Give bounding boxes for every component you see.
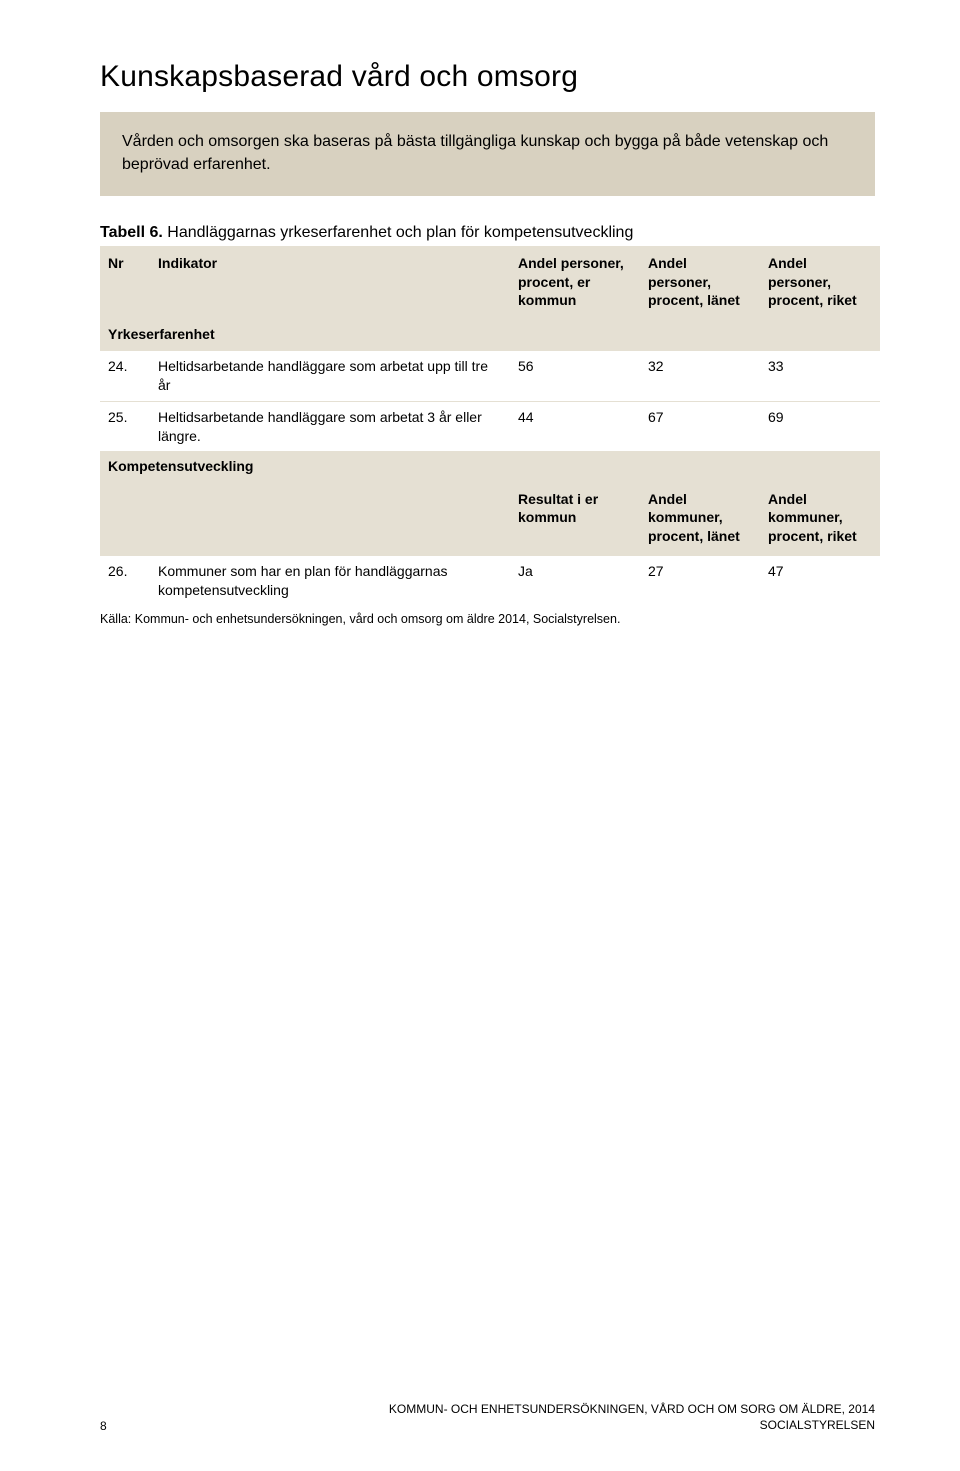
section-row-kompetensutveckling: Kompetensutveckling: [100, 451, 880, 482]
table-caption-label: Tabell 6.: [100, 224, 163, 241]
page-title: Kunskapsbaserad vård och omsorg: [100, 60, 875, 94]
cell-value: 32: [640, 350, 760, 401]
section-row-yrkeserfarenhet: Yrkeserfarenhet: [100, 319, 880, 350]
cell-value: Ja: [510, 555, 640, 605]
subhead-riket: Andel kommuner, procent, riket: [760, 482, 880, 555]
cell-nr: 26.: [100, 555, 150, 605]
footer-line2: SOCIALSTYRELSEN: [389, 1417, 875, 1433]
table-row: 25. Heltidsarbetande handläggare som arb…: [100, 401, 880, 451]
table-caption-text: Handläggarnas yrkeserfarenhet och plan f…: [167, 224, 633, 241]
cell-indikator: Kommuner som har en plan för handläggarn…: [150, 555, 510, 605]
cell-indikator: Heltidsarbetande handläggare som arbetat…: [150, 401, 510, 451]
col-header-riket: Andel personer, procent, riket: [760, 246, 880, 319]
cell-value: 33: [760, 350, 880, 401]
table-row: 26. Kommuner som har en plan för handläg…: [100, 555, 880, 605]
subhead-blank: [100, 482, 150, 555]
cell-value: 67: [640, 401, 760, 451]
cell-value: 44: [510, 401, 640, 451]
col-header-kommun: Andel personer, procent, er kommun: [510, 246, 640, 319]
callout-box: Vården och omsorgen ska baseras på bästa…: [100, 112, 875, 196]
cell-value: 56: [510, 350, 640, 401]
cell-nr: 24.: [100, 350, 150, 401]
sub-header-row: Resultat i er kommun Andel kommuner, pro…: [100, 482, 880, 555]
table-header-row: Nr Indikator Andel personer, procent, er…: [100, 246, 880, 319]
cell-value: 47: [760, 555, 880, 605]
cell-indikator: Heltidsarbetande handläggare som arbetat…: [150, 350, 510, 401]
cell-value: 69: [760, 401, 880, 451]
page-number: 8: [100, 1419, 107, 1433]
section-label: Yrkeserfarenhet: [100, 319, 880, 350]
col-header-nr: Nr: [100, 246, 150, 319]
section-label: Kompetensutveckling: [100, 451, 880, 482]
data-table: Nr Indikator Andel personer, procent, er…: [100, 246, 880, 605]
table-row: 24. Heltidsarbetande handläggare som arb…: [100, 350, 880, 401]
footer-right: KOMMUN- OCH ENHETSUNDERSÖKNINGEN, VÅRD O…: [389, 1401, 875, 1433]
page-footer: 8 KOMMUN- OCH ENHETSUNDERSÖKNINGEN, VÅRD…: [100, 1401, 875, 1433]
cell-value: 27: [640, 555, 760, 605]
footer-line1: KOMMUN- OCH ENHETSUNDERSÖKNINGEN, VÅRD O…: [389, 1401, 875, 1417]
col-header-lanet: Andel personer, procent, länet: [640, 246, 760, 319]
subhead-lanet: Andel kommuner, procent, länet: [640, 482, 760, 555]
subhead-kommun: Resultat i er kommun: [510, 482, 640, 555]
table-caption: Tabell 6. Handläggarnas yrkeserfarenhet …: [100, 224, 875, 242]
page: Kunskapsbaserad vård och omsorg Vården o…: [0, 0, 960, 1471]
table-source: Källa: Kommun- och enhetsundersökningen,…: [100, 612, 875, 626]
cell-nr: 25.: [100, 401, 150, 451]
col-header-indikator: Indikator: [150, 246, 510, 319]
subhead-blank: [150, 482, 510, 555]
